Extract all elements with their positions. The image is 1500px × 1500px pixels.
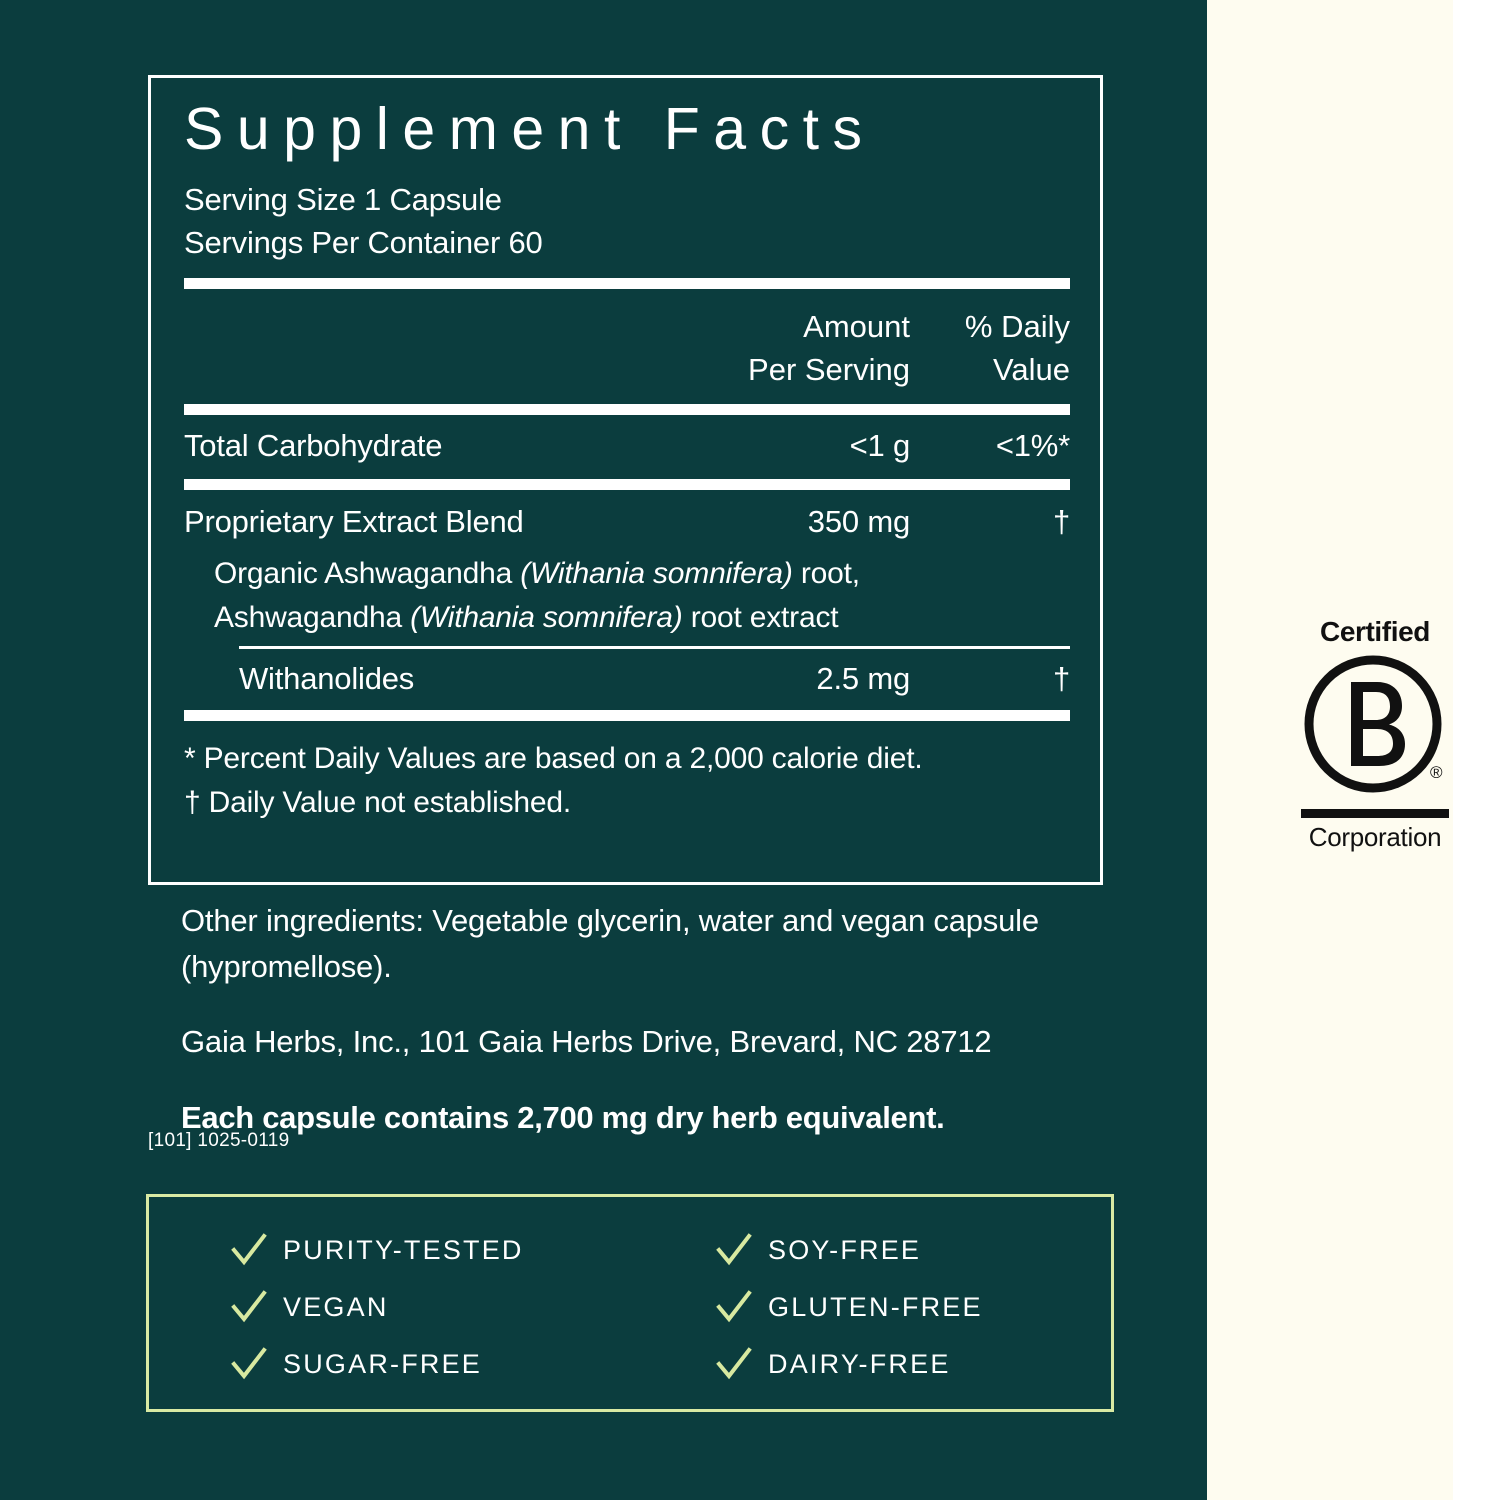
teal-background-panel <box>0 0 1207 1500</box>
rule-below-servings <box>184 277 1070 289</box>
manufacturer-address-text: Gaia Herbs, Inc., 101 Gaia Herbs Drive, … <box>181 1023 992 1059</box>
checkmark-icon <box>716 1347 752 1381</box>
daily-value-header: % Daily Value <box>910 305 1070 392</box>
checkmark-icon <box>231 1347 267 1381</box>
supplement-facts-content: Supplement Facts Serving Size 1 Capsule … <box>184 96 1070 824</box>
rule-above-withanolides <box>239 646 1070 650</box>
bcorp-b-mark-icon: ® <box>1299 652 1451 804</box>
below-box-information: Other ingredients: Vegetable glycerin, w… <box>181 898 1111 1140</box>
svg-text:®: ® <box>1430 763 1443 782</box>
row-amount-total-carbohydrate: <1 g <box>849 428 911 464</box>
checkmark-icon <box>716 1233 752 1267</box>
dv-header-line2: Value <box>993 351 1070 387</box>
ingredient-2-prefix: Ashwagandha <box>214 600 411 634</box>
ingredient-1-suffix: root, <box>792 557 860 591</box>
footnote-dagger: † Daily Value not established. <box>184 785 572 819</box>
claim-label: SOY-FREE <box>768 1234 922 1265</box>
dv-header-line1: % Daily <box>964 308 1070 344</box>
rule-above-blend <box>184 479 1070 491</box>
white-background-strip <box>1453 0 1500 1500</box>
cream-background-panel <box>1207 0 1453 1500</box>
claim-dairy-free: DAIRY-FREE <box>716 1347 983 1381</box>
table-row-proprietary-extract-blend: Proprietary Extract Blend 350 mg † <box>184 504 1070 540</box>
row-dv-withanolides: † <box>1052 661 1070 697</box>
bcorp-corporation-text: Corporation <box>1308 822 1442 852</box>
serving-size-text: Serving Size 1 Capsule <box>184 181 502 217</box>
claim-soy-free: SOY-FREE <box>716 1233 983 1267</box>
bcorp-certified-text: Certified <box>1320 616 1430 647</box>
servings-per-container-text: Servings Per Container 60 <box>184 225 543 261</box>
row-name-total-carbohydrate: Total Carbohydrate <box>184 428 443 464</box>
product-claims-box: PURITY-TESTED SOY-FREE VEGAN GLUTEN-FREE <box>146 1194 1114 1412</box>
amount-header-line1: Amount <box>803 308 910 344</box>
row-name-proprietary-extract-blend: Proprietary Extract Blend <box>184 504 524 540</box>
ingredient-1-prefix: Organic Ashwagandha <box>214 557 521 591</box>
amount-per-serving-header: Amount Per Serving <box>700 305 910 392</box>
claim-label: SUGAR-FREE <box>283 1348 483 1379</box>
bcorp-certified-logo: Certified ® Corporation <box>1299 618 1451 850</box>
row-dv-total-carbohydrate: <1%* <box>995 428 1070 464</box>
amount-header-line2: Per Serving <box>748 351 910 387</box>
table-row-withanolides: Withanolides 2.5 mg † <box>184 661 1070 697</box>
supplement-facts-box: Supplement Facts Serving Size 1 Capsule … <box>148 75 1103 885</box>
ingredient-2-botanical-name: (Withania somnifera) <box>410 600 683 634</box>
dry-herb-equivalent-text: Each capsule contains 2,700 mg dry herb … <box>181 1100 945 1136</box>
claim-purity-tested: PURITY-TESTED <box>231 1233 716 1267</box>
ingredient-1-botanical-name: (Withania somnifera) <box>520 557 793 591</box>
checkmark-icon <box>231 1290 267 1324</box>
table-row-total-carbohydrate: Total Carbohydrate <1 g <1%* <box>184 428 1070 470</box>
claim-sugar-free: SUGAR-FREE <box>231 1347 716 1381</box>
blend-ingredient-line-2: Ashwagandha (Withania somnifera) root ex… <box>214 596 1070 640</box>
lot-code-text: [101] 1025-0119 <box>148 1130 290 1151</box>
claim-gluten-free: GLUTEN-FREE <box>716 1290 983 1324</box>
checkmark-icon <box>716 1290 752 1324</box>
table-column-headers: Amount Per Serving % Daily Value <box>184 305 1070 392</box>
other-ingredients-text: Other ingredients: Vegetable glycerin, w… <box>181 903 1039 984</box>
row-name-withanolides: Withanolides <box>239 661 415 697</box>
rule-above-carbohydrate <box>184 404 1070 416</box>
footnote-asterisk: * Percent Daily Values are based on a 2,… <box>184 742 923 776</box>
ingredient-2-suffix: root extract <box>682 600 839 634</box>
product-claims-grid: PURITY-TESTED SOY-FREE VEGAN GLUTEN-FREE <box>231 1233 983 1381</box>
rule-above-footnotes <box>184 710 1070 722</box>
claim-label: GLUTEN-FREE <box>768 1291 983 1322</box>
claim-label: PURITY-TESTED <box>283 1234 524 1265</box>
row-amount-withanolides: 2.5 mg <box>816 661 910 697</box>
row-amount-proprietary-extract-blend: 350 mg <box>807 504 910 540</box>
footnotes-block: * Percent Daily Values are based on a 2,… <box>184 737 1070 824</box>
row-dv-proprietary-extract-blend: † <box>1052 504 1070 540</box>
checkmark-icon <box>231 1233 267 1267</box>
bcorp-divider-bar <box>1301 809 1449 818</box>
claim-label: DAIRY-FREE <box>768 1348 951 1379</box>
claim-label: VEGAN <box>283 1291 389 1322</box>
claim-vegan: VEGAN <box>231 1290 716 1324</box>
blend-ingredient-list: Organic Ashwagandha (Withania somnifera)… <box>184 552 1070 639</box>
supplement-facts-title: Supplement Facts <box>184 96 876 162</box>
blend-ingredient-line-1: Organic Ashwagandha (Withania somnifera)… <box>214 552 1070 596</box>
